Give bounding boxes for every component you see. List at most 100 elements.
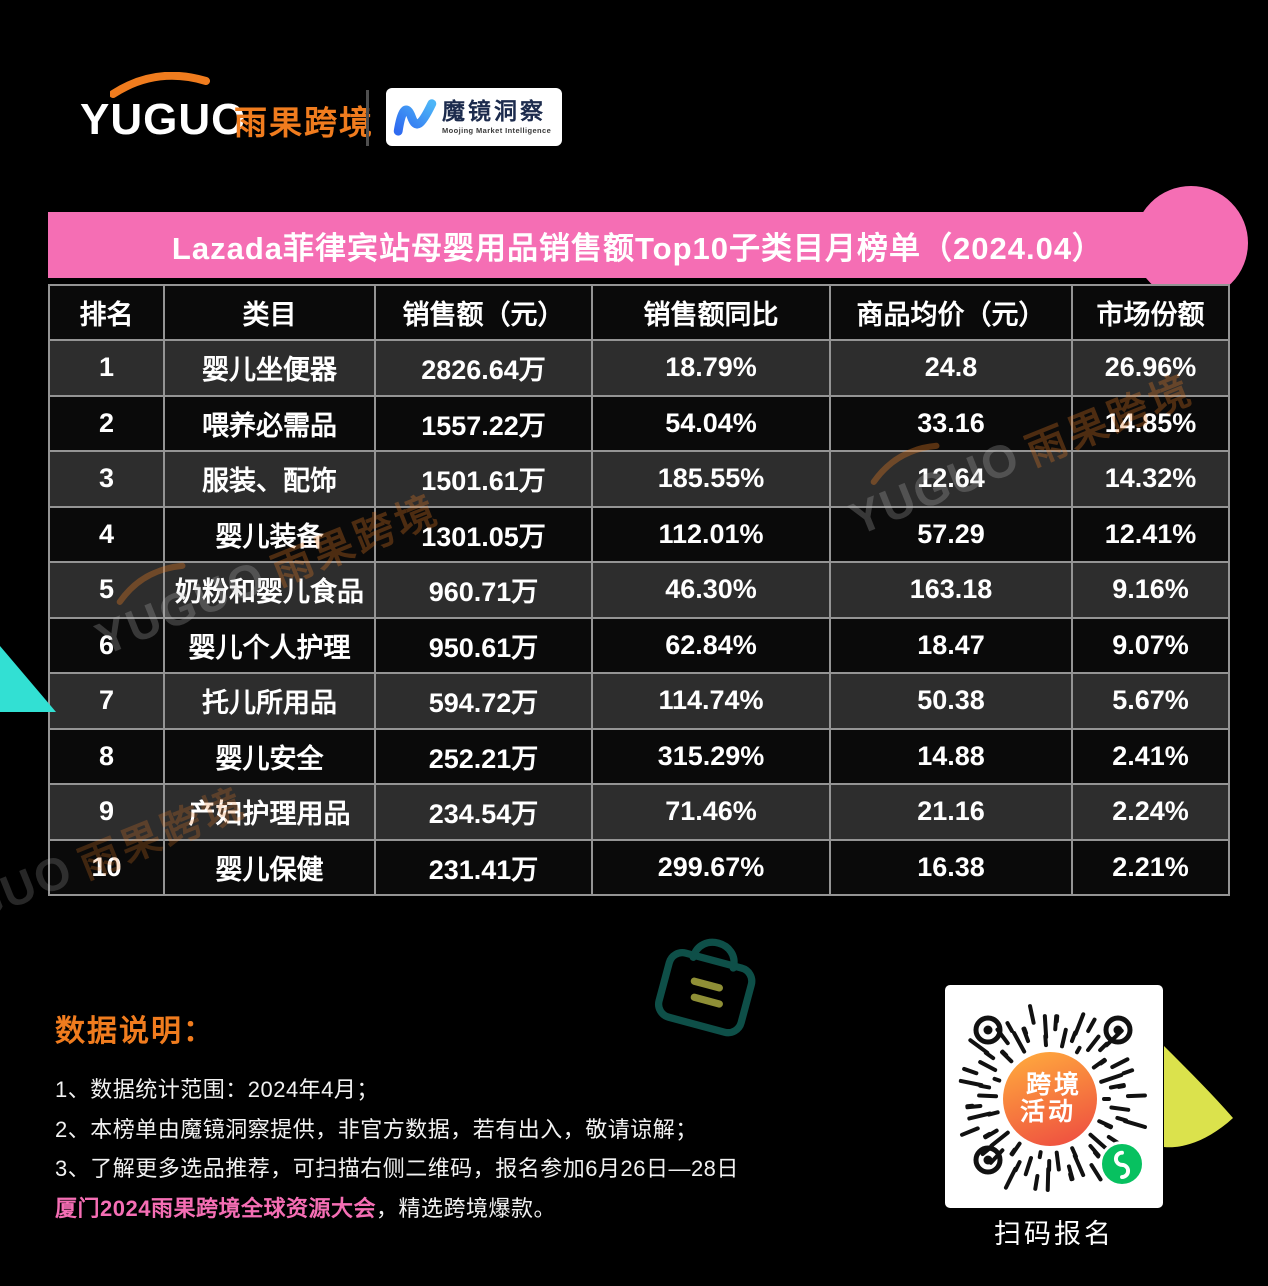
table-row: 10 婴儿保健 231.41万 299.67% 16.38 2.21%	[48, 838, 1230, 896]
shopping-bag-icon	[655, 938, 756, 1037]
table-cell: 8	[48, 727, 165, 785]
table-cell: 2.24%	[1071, 783, 1230, 841]
table-row: 5 奶粉和婴儿食品 960.71万 46.30% 163.18 9.16%	[48, 561, 1230, 619]
table-cell: 315.29%	[591, 727, 831, 785]
table-cell: 54.04%	[591, 394, 831, 452]
table-cell: 9.07%	[1071, 616, 1230, 674]
table-cell: 婴儿安全	[163, 727, 376, 785]
table-cell: 2.21%	[1071, 838, 1230, 896]
conference-tail: ，精选跨境爆款。	[375, 1195, 556, 1221]
table-cell: 5	[48, 561, 165, 619]
notes-heading: 数据说明：	[55, 1015, 215, 1048]
table-cell: 2	[48, 394, 165, 452]
table-cell: 14.88	[829, 727, 1073, 785]
table-cell: 1557.22万	[374, 394, 593, 452]
moojing-m-icon	[393, 99, 437, 136]
table-row: 8 婴儿安全 252.21万 315.29% 14.88 2.41%	[48, 727, 1230, 785]
wechat-miniprogram-icon	[1099, 1141, 1145, 1187]
table-cell: 185.55%	[591, 450, 831, 508]
table-cell: 62.84%	[591, 616, 831, 674]
table-cell: 231.41万	[374, 838, 593, 896]
table-cell: 1501.61万	[374, 450, 593, 508]
column-header: 类目	[163, 284, 376, 341]
table-cell: 50.38	[829, 672, 1073, 730]
table-cell: 2826.64万	[374, 339, 593, 397]
table-row: 7 托儿所用品 594.72万 114.74% 50.38 5.67%	[48, 672, 1230, 730]
table-cell: 2.41%	[1071, 727, 1230, 785]
moojing-logo-english: Moojing Market Intelligence	[442, 126, 552, 136]
table-row: 4 婴儿装备 1301.05万 112.01% 57.29 12.41%	[48, 505, 1230, 563]
table-cell: 33.16	[829, 394, 1073, 452]
table-cell: 594.72万	[374, 672, 593, 730]
table-cell: 960.71万	[374, 561, 593, 619]
table-cell: 托儿所用品	[163, 672, 376, 730]
table-cell: 婴儿保健	[163, 838, 376, 896]
notes-list: 1、数据统计范围：2024年4月； 2、本榜单由魔镜洞察提供，非官方数据，若有出…	[55, 1070, 739, 1228]
yellow-arrow-decoration	[1164, 1046, 1233, 1148]
page-title: Lazada菲律宾站母婴用品销售额Top10子类目月榜单（2024.04）	[171, 230, 1105, 266]
table-cell: 6	[48, 616, 165, 674]
column-header: 排名	[48, 284, 165, 341]
table-cell: 婴儿坐便器	[163, 339, 376, 397]
table-cell: 7	[48, 672, 165, 730]
table-cell: 252.21万	[374, 727, 593, 785]
title-banner: Lazada菲律宾站母婴用品销售额Top10子类目月榜单（2024.04）	[48, 212, 1228, 278]
table-cell: 9.16%	[1071, 561, 1230, 619]
table-cell: 46.30%	[591, 561, 831, 619]
table-cell: 71.46%	[591, 783, 831, 841]
table-row: 1 婴儿坐便器 2826.64万 18.79% 24.8 26.96%	[48, 339, 1230, 397]
moojing-logo-card: 魔镜洞察 Moojing Market Intelligence	[386, 88, 562, 146]
table-cell: 12.41%	[1071, 505, 1230, 563]
table-row: 9 产妇护理用品 234.54万 71.46% 21.16 2.24%	[48, 783, 1230, 841]
table-cell: 10	[48, 838, 165, 896]
table-cell: 18.47	[829, 616, 1073, 674]
table-cell: 26.96%	[1071, 339, 1230, 397]
table-row: 6 婴儿个人护理 950.61万 62.84% 18.47 9.07%	[48, 616, 1230, 674]
qr-caption: 扫码报名	[994, 1219, 1114, 1249]
table-body: 1 婴儿坐便器 2826.64万 18.79% 24.8 26.96% 2 喂养必需品 1557…	[48, 339, 1230, 896]
table-cell: 服装、配饰	[163, 450, 376, 508]
yuguo-logo-wordmark: YUGUO	[80, 95, 247, 144]
table-cell: 3	[48, 450, 165, 508]
qr-badge-text-1: 跨境	[1025, 1071, 1082, 1099]
conference-name: 厦门2024雨果跨境全球资源大会	[55, 1195, 376, 1221]
table-cell: 950.61万	[374, 616, 593, 674]
table-cell: 婴儿装备	[163, 505, 376, 563]
table-cell: 234.54万	[374, 783, 593, 841]
table-cell: 9	[48, 783, 165, 841]
table-cell: 112.01%	[591, 505, 831, 563]
table-cell: 21.16	[829, 783, 1073, 841]
table-cell: 1301.05万	[374, 505, 593, 563]
yuguo-swoosh-icon	[110, 72, 210, 98]
watermark-swoosh-icon	[0, 849, 3, 901]
table-row: 2 喂养必需品 1557.22万 54.04% 33.16 14.85%	[48, 394, 1230, 452]
table-cell: 5.67%	[1071, 672, 1230, 730]
note-item-1: 1、数据统计范围：2024年4月；	[55, 1077, 379, 1102]
column-header: 市场份额	[1071, 284, 1230, 341]
column-header: 销售额（元）	[374, 284, 593, 341]
table-cell: 14.85%	[1071, 394, 1230, 452]
table-cell: 163.18	[829, 561, 1073, 619]
note-item-2: 2、本榜单由魔镜洞察提供，非官方数据，若有出入，敬请谅解；	[55, 1116, 698, 1142]
column-header: 商品均价（元）	[829, 284, 1073, 341]
table-cell: 产妇护理用品	[163, 783, 376, 841]
table-cell: 16.38	[829, 838, 1073, 896]
yuguo-logo-chinese: 雨果跨境	[234, 104, 374, 141]
ranking-table: 排名 类目 销售额（元） 销售额同比 商品均价（元） 市场份额 1 婴儿坐便器 2826.64…	[48, 284, 1230, 896]
table-cell: 114.74%	[591, 672, 831, 730]
table-cell: 1	[48, 339, 165, 397]
table-cell: 奶粉和婴儿食品	[163, 561, 376, 619]
table-cell: 18.79%	[591, 339, 831, 397]
table-cell: 12.64	[829, 450, 1073, 508]
table-cell: 婴儿个人护理	[163, 616, 376, 674]
qr-center-badge: 跨境 活动	[1003, 1052, 1097, 1146]
moojing-logo-chinese: 魔镜洞察	[442, 97, 546, 124]
table-cell: 14.32%	[1071, 450, 1230, 508]
table-cell: 4	[48, 505, 165, 563]
table-cell: 24.8	[829, 339, 1073, 397]
note-item-3: 3、了解更多选品推荐，可扫描右侧二维码，报名参加6月26日—28日	[55, 1156, 739, 1181]
table-header-row: 排名 类目 销售额（元） 销售额同比 商品均价（元） 市场份额	[48, 284, 1230, 341]
table-cell: 57.29	[829, 505, 1073, 563]
qr-code-card: 跨境 活动	[945, 985, 1163, 1208]
column-header: 销售额同比	[591, 284, 831, 341]
